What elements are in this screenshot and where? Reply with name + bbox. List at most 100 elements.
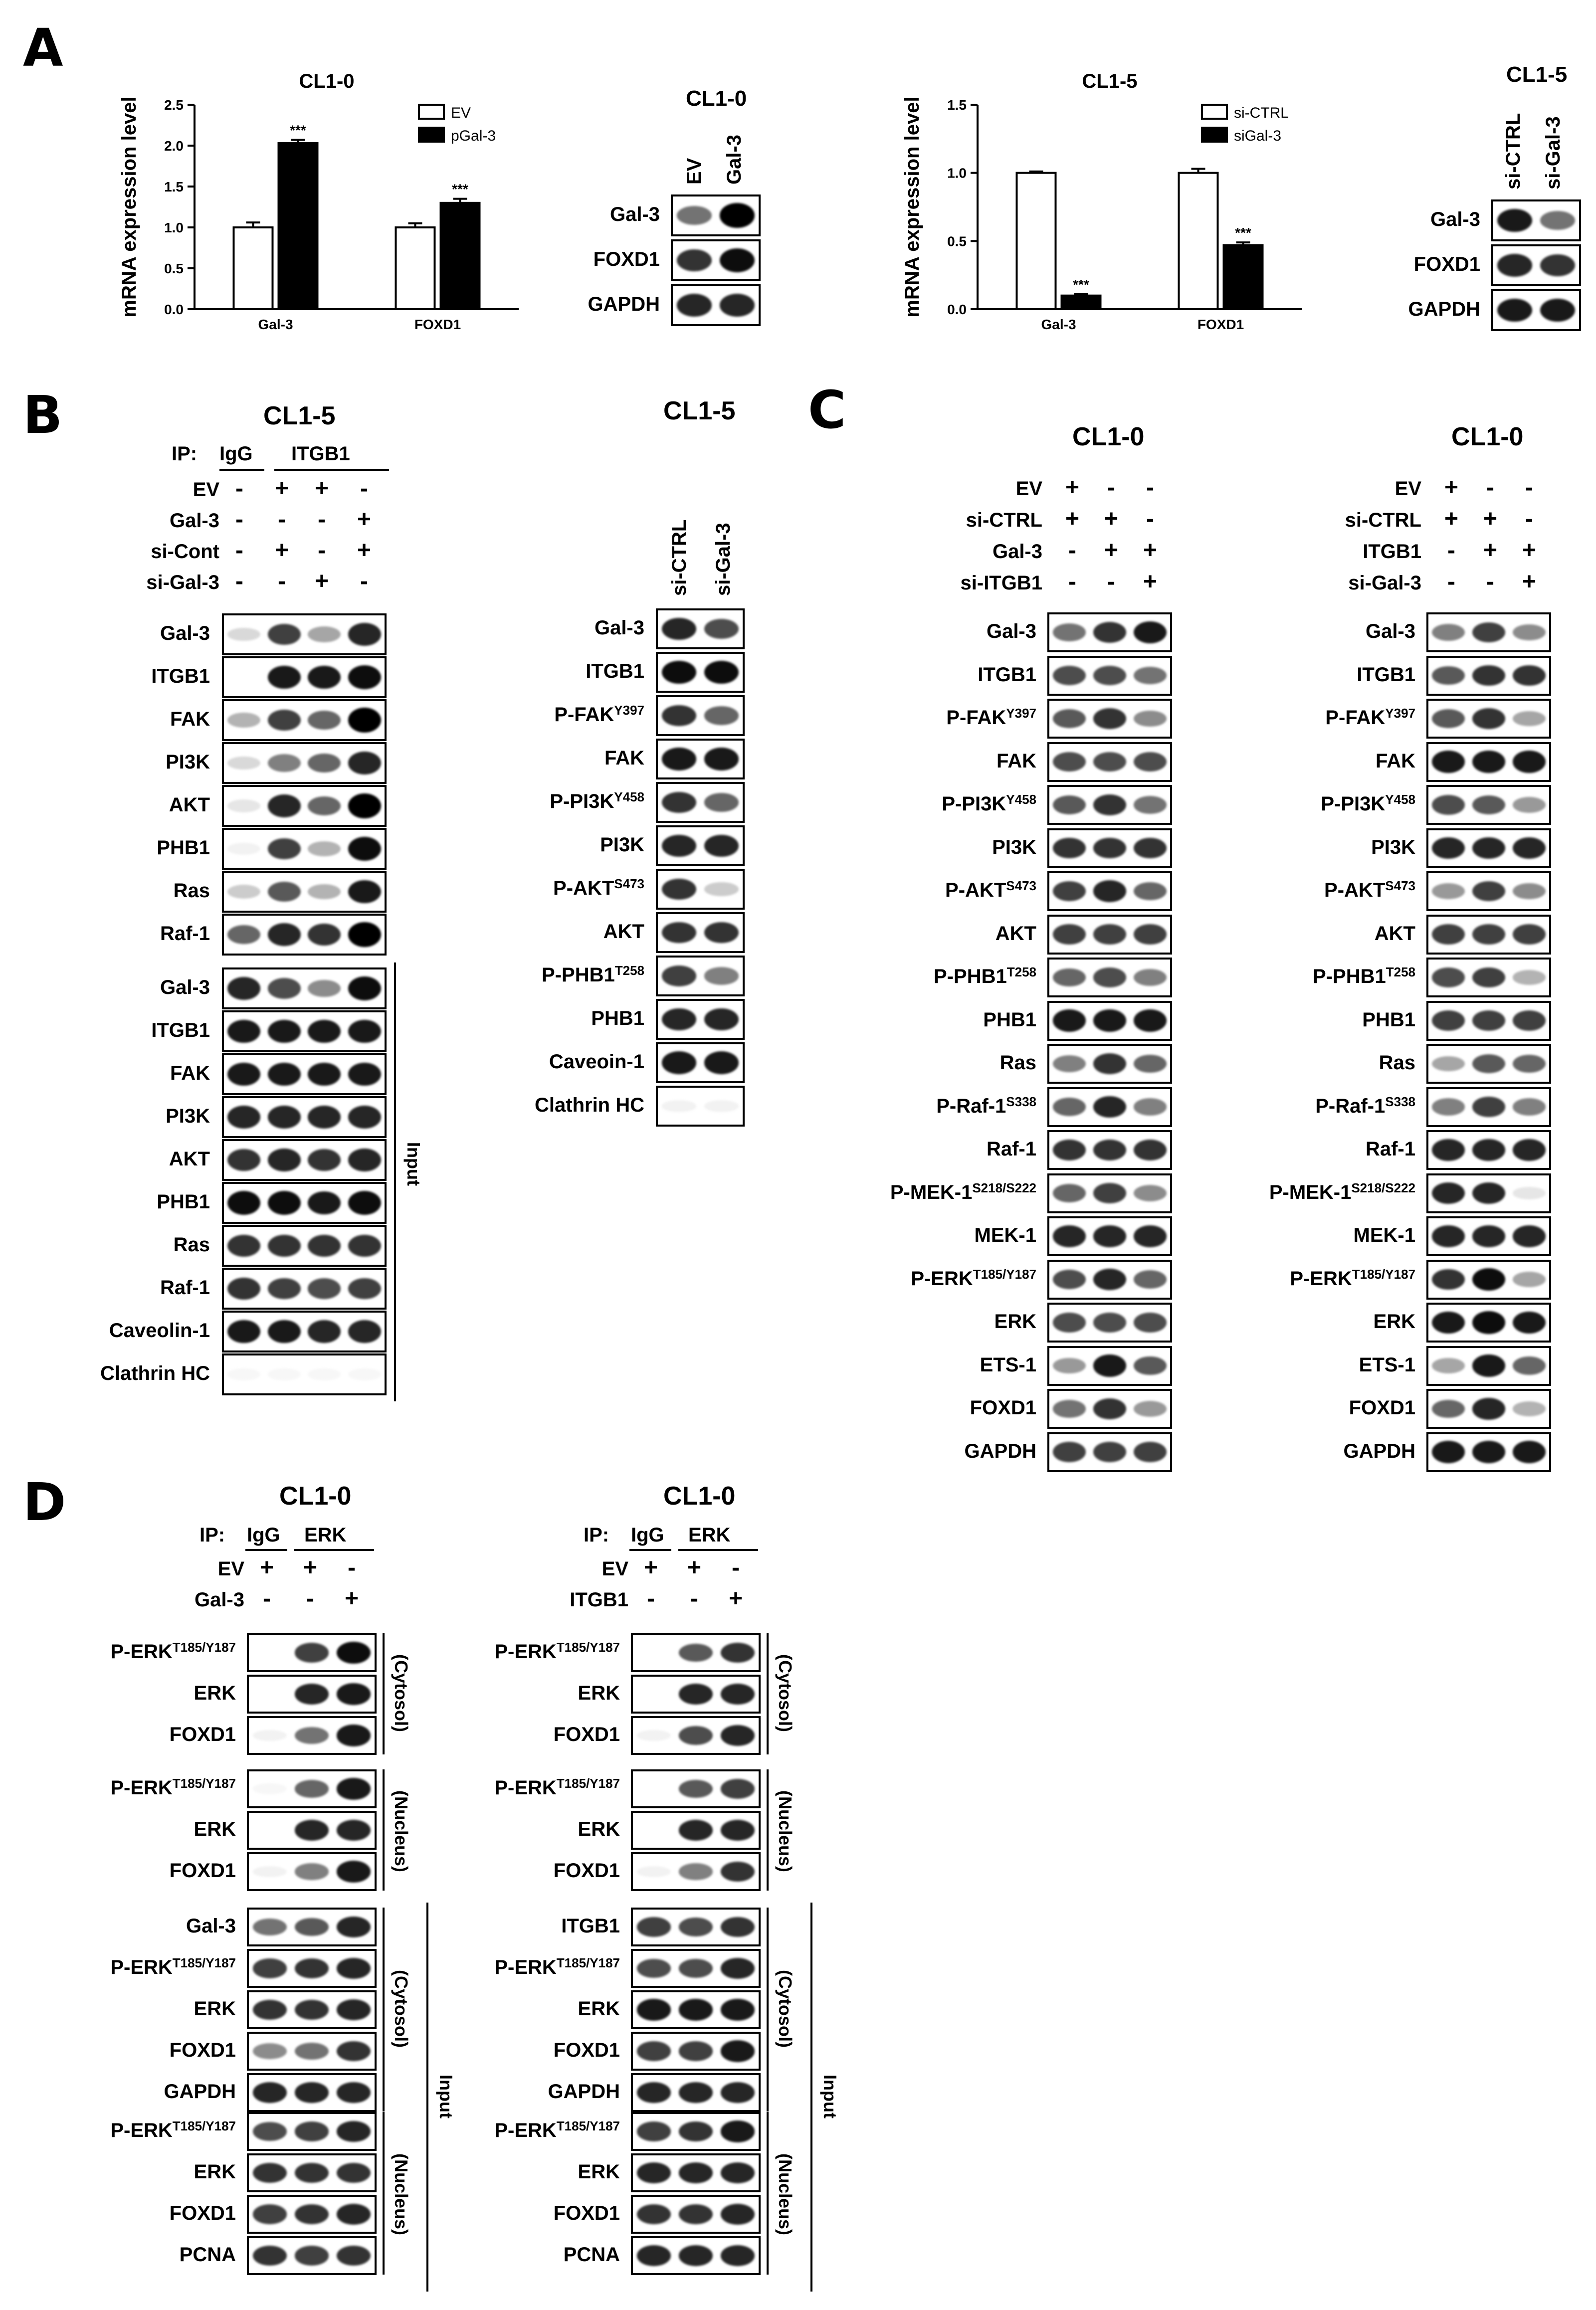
c-row-p-akt-label: P-AKTS473 bbox=[692, 879, 1036, 900]
protein-name: Raf-1 bbox=[160, 923, 210, 945]
input-label: Input bbox=[403, 1142, 424, 1186]
blot-band bbox=[1432, 1311, 1465, 1334]
condition-sign: - bbox=[690, 1585, 698, 1612]
blot-band bbox=[294, 1918, 329, 1936]
blot-band bbox=[719, 203, 755, 228]
blot-band bbox=[294, 1999, 329, 2020]
blot-band bbox=[1133, 882, 1167, 901]
blot-band bbox=[1512, 1272, 1546, 1287]
condition-sign: - bbox=[278, 506, 286, 533]
d-row-erk-label: ERK bbox=[276, 1683, 620, 1703]
blot-band bbox=[1053, 1140, 1086, 1160]
blot-band bbox=[294, 2121, 329, 2141]
blot-band bbox=[636, 1958, 671, 1978]
ip-row-raf-1 bbox=[222, 914, 387, 956]
ip-igg-underline bbox=[219, 469, 264, 471]
blot-band bbox=[1053, 752, 1086, 772]
c-row-foxd1 bbox=[1426, 1389, 1551, 1429]
blot-row-gal-3 bbox=[671, 194, 761, 236]
blot-band bbox=[1432, 1098, 1465, 1116]
blot-band bbox=[267, 1106, 301, 1129]
c-row-pi3k-label: PI3K bbox=[1071, 837, 1415, 857]
panel-letter-d: D bbox=[23, 1472, 66, 1533]
d-row-erk bbox=[631, 1811, 761, 1850]
protein-name: P-ERK bbox=[110, 1956, 173, 1978]
side-row-clathrin-hc-label: Clathrin HC bbox=[300, 1095, 644, 1115]
blot-band bbox=[1472, 1268, 1506, 1291]
protein-name: Clathrin HC bbox=[535, 1094, 644, 1116]
protein-name: P-FAK bbox=[554, 704, 614, 726]
blot-band bbox=[1133, 1054, 1167, 1073]
blot-band bbox=[336, 2162, 371, 2183]
blot-band bbox=[348, 976, 381, 1001]
protein-name: P-PHB1 bbox=[542, 964, 615, 986]
blot-band bbox=[1133, 924, 1167, 945]
input-row-clathrin-hc bbox=[222, 1353, 387, 1395]
d-row-foxd1 bbox=[247, 1716, 377, 1755]
ip-row-raf-1-label: Raf-1 bbox=[0, 924, 210, 944]
ip-row-fak bbox=[222, 699, 387, 741]
blot-band bbox=[1432, 967, 1465, 987]
blot-band bbox=[294, 2204, 329, 2225]
phospho-site: T258 bbox=[1006, 964, 1036, 979]
d-row-erk bbox=[247, 1811, 377, 1850]
blot-band bbox=[1432, 1182, 1465, 1204]
blot-band bbox=[636, 1730, 671, 1741]
d-row-erk bbox=[247, 2153, 377, 2192]
protein-name: FAK bbox=[170, 708, 210, 730]
condition-sign: + bbox=[357, 537, 372, 564]
blot-band bbox=[1512, 751, 1546, 773]
protein-name: Gal-3 bbox=[160, 622, 210, 644]
c-row-mek-1-label: MEK-1 bbox=[1071, 1225, 1415, 1245]
protein-name: Gal-3 bbox=[160, 976, 210, 998]
blot-band bbox=[1472, 1441, 1506, 1463]
ip-row-itgb1 bbox=[222, 656, 387, 698]
phospho-site: T185/Y187 bbox=[556, 1776, 620, 1791]
blot-row-gapdh bbox=[671, 284, 761, 326]
protein-name: P-ERK bbox=[911, 1267, 973, 1290]
protein-name: P-PI3K bbox=[1321, 793, 1386, 815]
input-bracket bbox=[394, 962, 396, 1401]
blot-band bbox=[252, 1999, 287, 2020]
ip-row-itgb1-label: ITGB1 bbox=[0, 666, 210, 686]
compartment-label: (Cytosol) bbox=[775, 1654, 796, 1732]
blot-band bbox=[348, 1320, 381, 1343]
blot-band bbox=[1472, 1139, 1506, 1161]
d-row-p-erk-label: P-ERKT185/Y187 bbox=[276, 1956, 620, 1977]
bar-chart-cl1-0: CL1-0 0.0 0.5 1.0 1.5 2.0 2.5 mRNA expression l… bbox=[118, 70, 519, 332]
blot-band bbox=[1497, 208, 1533, 232]
blot-band bbox=[227, 1320, 261, 1344]
side-row-p-pi3k bbox=[656, 782, 745, 823]
protein-name: FOXD1 bbox=[169, 1724, 236, 1745]
blot-band bbox=[267, 1062, 301, 1086]
protein-name: ITGB1 bbox=[151, 665, 210, 687]
phospho-site: T185/Y187 bbox=[172, 2118, 236, 2133]
blot-band bbox=[661, 922, 697, 944]
phospho-site: Y397 bbox=[614, 703, 644, 718]
ip-row-phb1-label: PHB1 bbox=[0, 838, 210, 858]
blot-band bbox=[336, 2204, 371, 2225]
group-bracket bbox=[383, 1769, 385, 1891]
blot-band bbox=[1133, 1009, 1167, 1032]
panel-c-title: CL1-0 bbox=[1072, 422, 1145, 451]
input-row-akt-label: AKT bbox=[0, 1149, 210, 1169]
condition-sign: - bbox=[235, 475, 243, 502]
blot-band bbox=[678, 2121, 713, 2142]
blot-row-gal-3-label: Gal-3 bbox=[1136, 209, 1480, 229]
condition-sign: + bbox=[1065, 474, 1080, 501]
c-row-gapdh bbox=[1426, 1432, 1551, 1472]
c-row-p-erk-label: P-ERKT185/Y187 bbox=[1071, 1266, 1415, 1289]
condition-sign: - bbox=[1447, 537, 1455, 564]
blot-band bbox=[267, 665, 301, 689]
phospho-site: T185/Y187 bbox=[1352, 1266, 1415, 1282]
c-row-gapdh-label: GAPDH bbox=[692, 1441, 1036, 1461]
blot-band bbox=[1053, 1009, 1086, 1032]
d-row-foxd1-label: FOXD1 bbox=[0, 2040, 236, 2060]
input-row-ras bbox=[222, 1225, 387, 1267]
c-row-gapdh-label: GAPDH bbox=[1071, 1441, 1415, 1461]
d-row-erk bbox=[247, 1675, 377, 1714]
blot-band bbox=[267, 1320, 301, 1344]
blot-band bbox=[704, 882, 739, 896]
blot-band bbox=[1093, 1442, 1127, 1462]
side-row-p-fak-label: P-FAKY397 bbox=[300, 703, 644, 726]
